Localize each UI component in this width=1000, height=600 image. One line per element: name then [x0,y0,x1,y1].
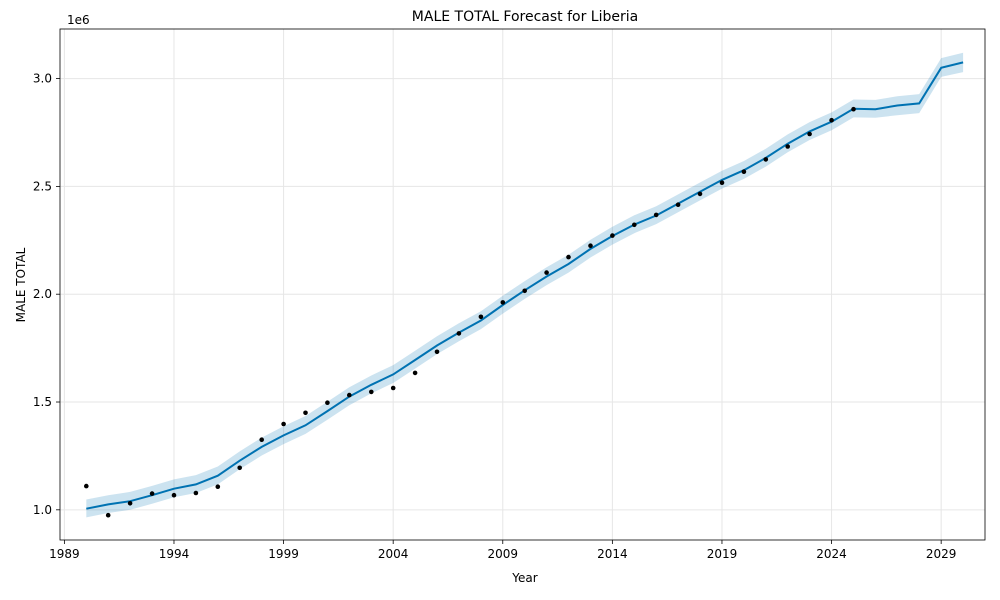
observed-point [719,180,725,185]
x-axis-ticks: 1989 1994 1999 2004 2009 2014 2019 2024 2029 [49,540,956,561]
observed-point [434,349,440,355]
x-tick-label: 2019 [707,547,738,561]
observed-point [829,117,834,123]
y-axis-label: MALE TOTAL [14,247,28,322]
y-tick-label: 2.5 [33,179,52,193]
observed-point [171,492,177,498]
observed-point [588,243,593,248]
observed-point [544,270,549,275]
x-tick-label: 2014 [597,547,628,561]
x-axis-label: Year [511,571,537,585]
observed-point [84,483,89,489]
observed-point [610,233,615,238]
observed-point [347,392,352,398]
observed-point [851,106,856,112]
x-tick-label: 2004 [378,547,409,561]
y-scale-label: 1e6 [67,13,90,27]
observed-point [193,490,199,496]
observed-point [259,437,265,443]
observed-point [763,157,769,162]
x-tick-label: 2024 [816,547,847,561]
observed-point [237,465,242,471]
grid-layer [60,29,985,540]
y-tick-label: 1.5 [33,395,52,409]
observed-point [675,202,681,207]
uncertainty-band [86,52,964,518]
observed-point [105,512,111,518]
observed-point [390,385,396,391]
plot-frame [59,28,986,541]
observed-point [412,370,418,376]
observed-point [697,191,703,197]
x-tick-label: 2009 [487,547,518,561]
observed-point [785,144,790,149]
observed-points-layer [84,106,856,518]
observed-point [566,254,571,260]
x-tick-label: 2029 [926,547,957,561]
chart-title: MALE TOTAL Forecast for Liberia [412,9,638,25]
observed-point [522,288,527,294]
observed-point [653,212,659,218]
uncertainty-band-layer [86,52,964,518]
observed-point [478,314,484,320]
y-tick-label: 2.0 [33,287,52,301]
observed-point [456,331,462,336]
x-tick-label: 1989 [49,547,80,561]
observed-point [325,400,330,406]
observed-point [500,300,506,305]
observed-point [127,501,133,506]
observed-point [807,131,812,137]
x-tick-label: 1999 [268,547,299,561]
y-tick-label: 1.0 [33,503,52,517]
x-tick-label: 1994 [159,547,190,561]
y-tick-label: 3.0 [33,72,52,86]
y-axis-ticks: 1.0 1.5 2.0 2.5 3.0 [33,72,60,517]
observed-point [303,410,308,416]
observed-point [632,222,637,228]
observed-point [215,484,221,490]
observed-point [741,169,747,174]
observed-point [281,421,286,427]
observed-point [149,491,155,496]
observed-point [369,389,374,395]
